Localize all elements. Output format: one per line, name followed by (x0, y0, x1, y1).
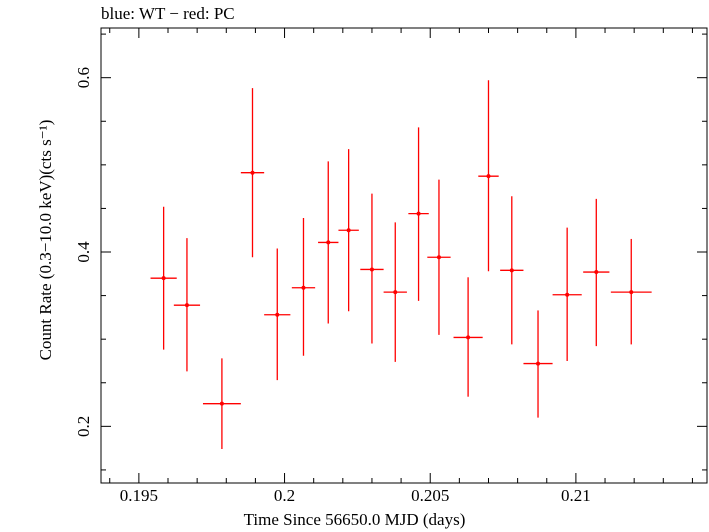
data-point (536, 361, 541, 366)
data-point (275, 312, 280, 317)
y-tick-label: 0.2 (74, 416, 93, 437)
data-point (629, 290, 634, 295)
x-tick-label: 0.205 (411, 486, 449, 505)
y-tick-label: 0.6 (74, 67, 93, 88)
data-point (466, 335, 471, 340)
plot-frame (100, 27, 708, 484)
data-point (436, 255, 441, 260)
data-point (250, 170, 255, 175)
y-tick-label: 0.4 (74, 241, 93, 263)
data-point (346, 228, 351, 233)
data-point (184, 303, 189, 308)
y-axis-label: Count Rate (0.3−10.0 keV)(cts s⁻¹) (36, 119, 55, 361)
data-point (416, 211, 421, 216)
data-point (301, 285, 306, 290)
x-tick-label: 0.2 (274, 486, 295, 505)
x-tick-label: 0.195 (120, 486, 158, 505)
data-point (393, 290, 398, 295)
data-point (565, 292, 570, 297)
data-point (326, 240, 331, 245)
x-axis-label: Time Since 56650.0 MJD (days) (243, 510, 466, 529)
data-point (369, 267, 374, 272)
chart-title: blue: WT − red: PC (101, 4, 235, 23)
data-point (161, 276, 166, 281)
data-point (594, 270, 599, 275)
data-point (509, 268, 514, 273)
x-tick-label: 0.21 (561, 486, 591, 505)
data-point (486, 174, 491, 179)
data-point (219, 401, 224, 406)
